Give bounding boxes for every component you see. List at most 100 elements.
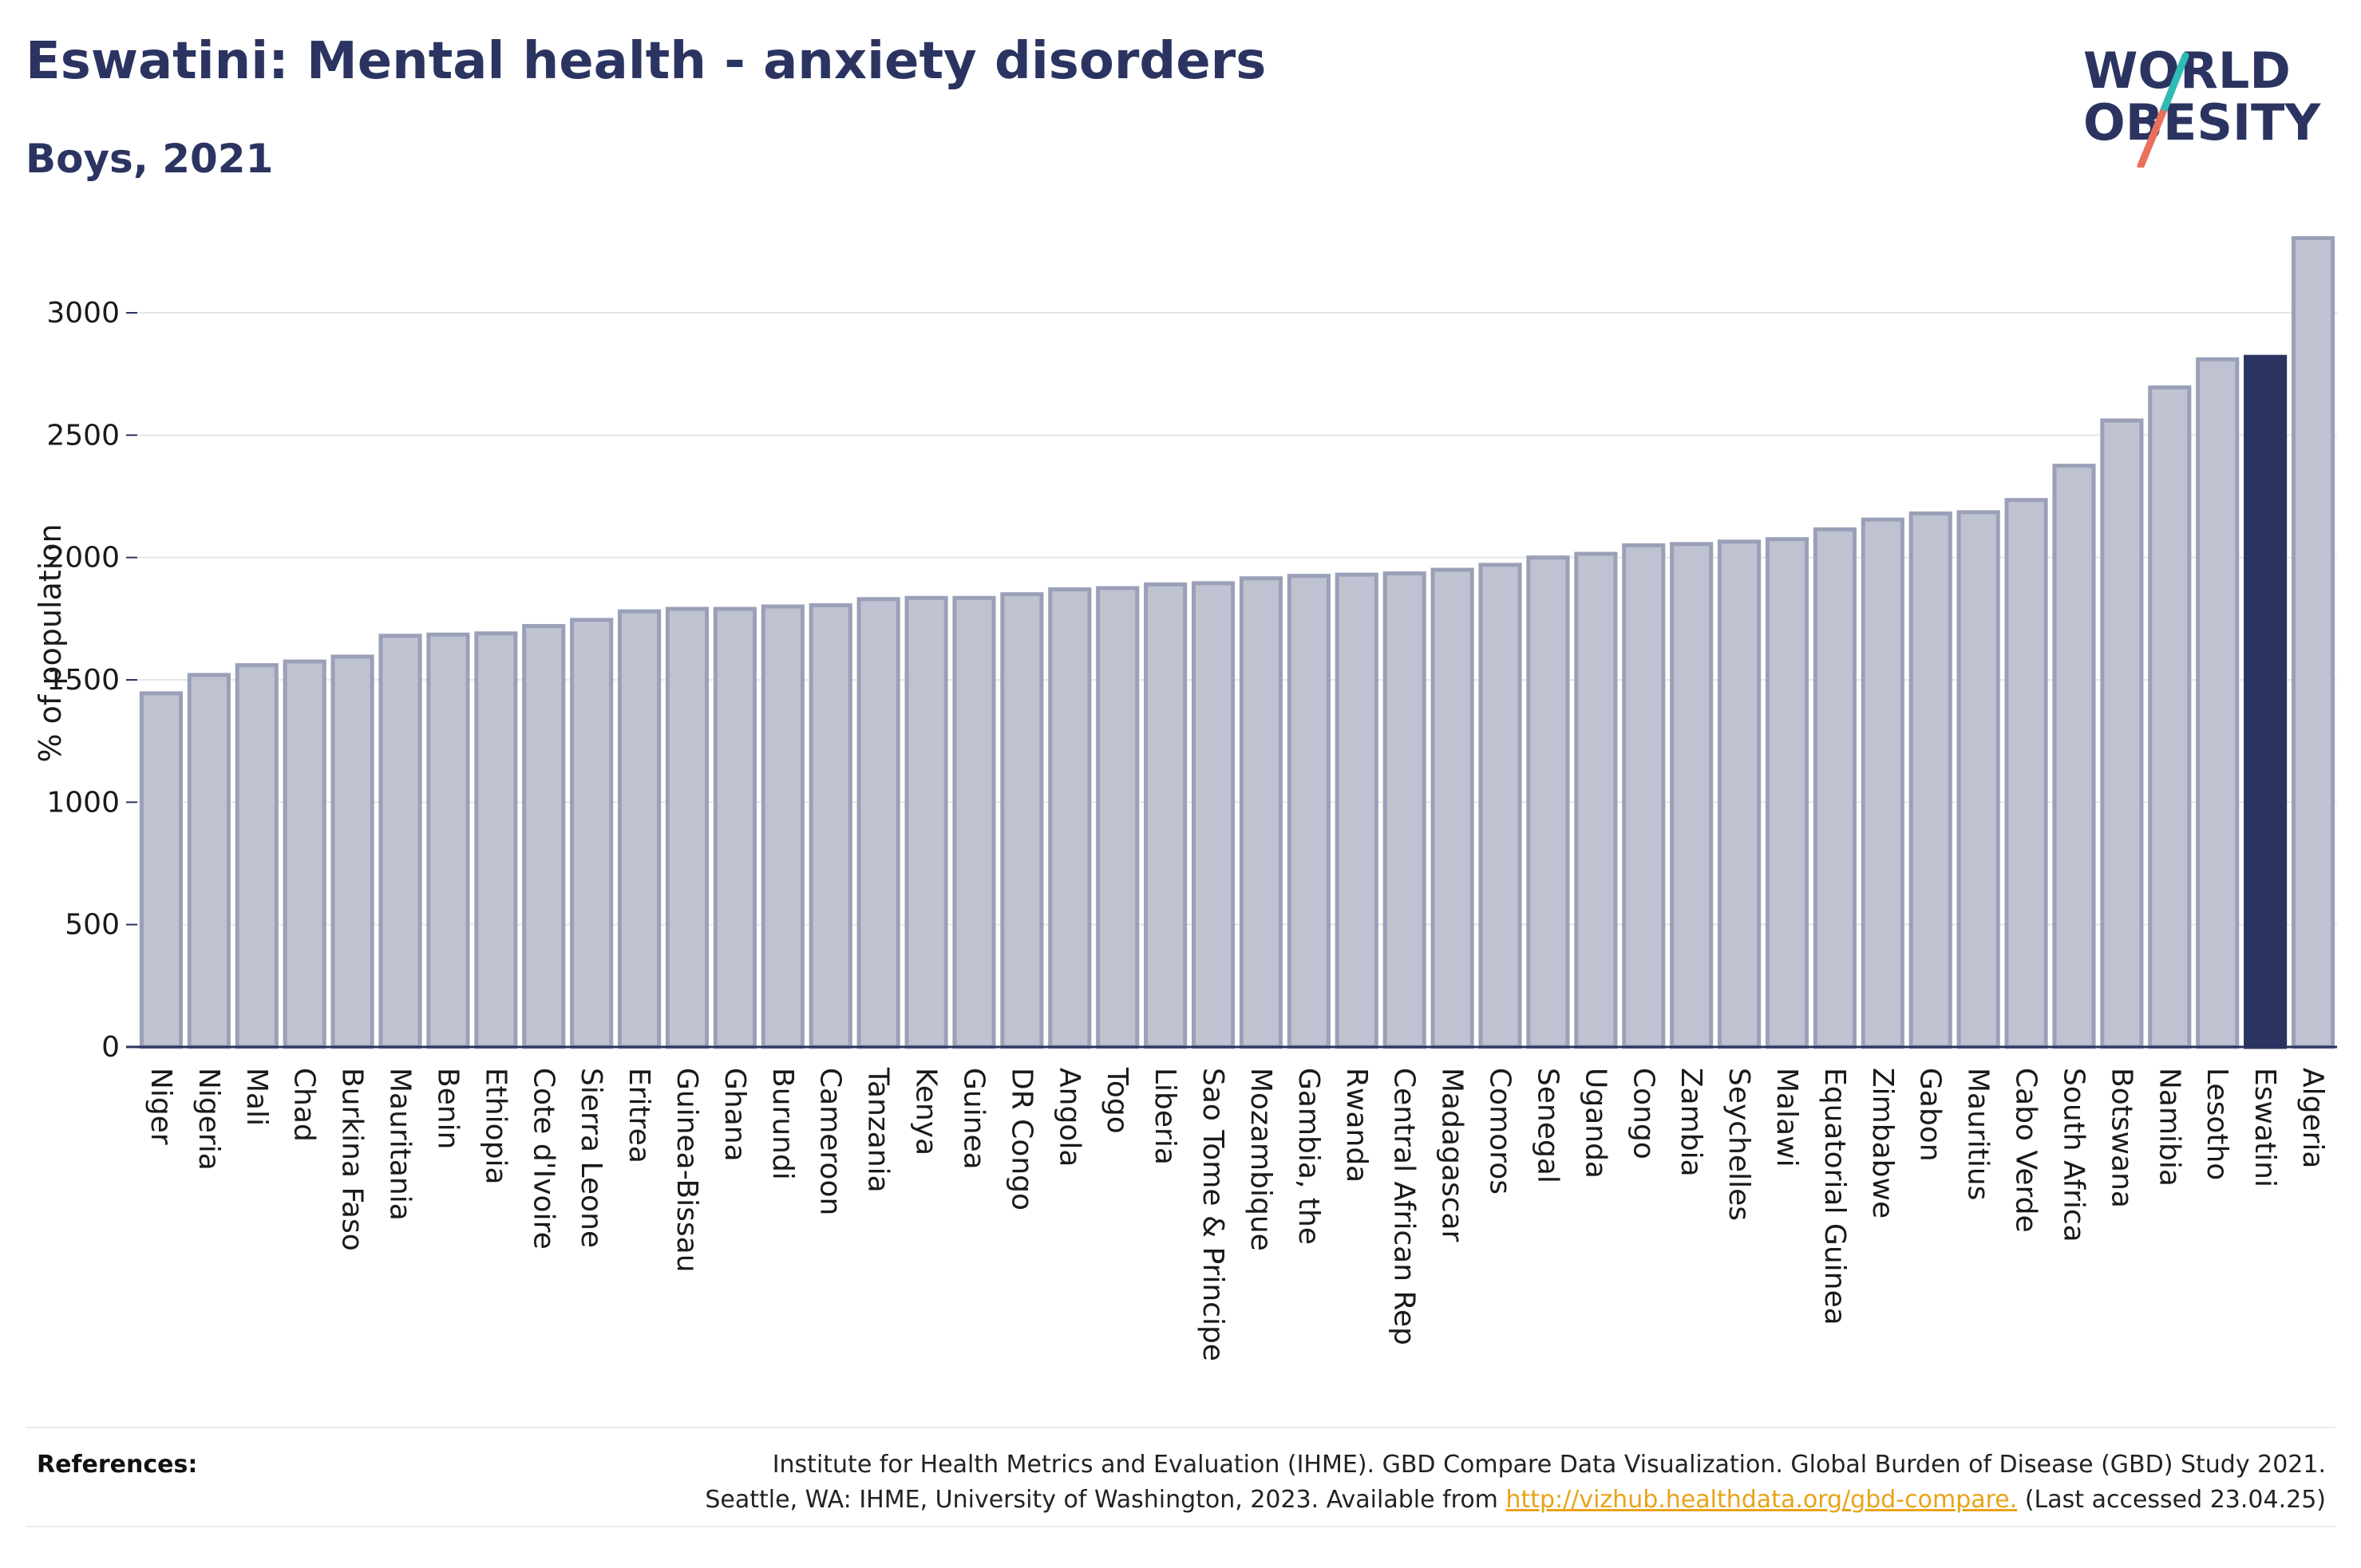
bar xyxy=(1718,539,1762,1049)
x-tick-label: Central African Rep xyxy=(1388,1068,1421,1345)
bar xyxy=(378,634,422,1049)
y-tick-label: 1500 xyxy=(46,664,120,697)
bar xyxy=(2100,418,2144,1049)
x-tick-label: Comoros xyxy=(1484,1068,1517,1195)
x-tick-label: Benin xyxy=(431,1068,464,1149)
bar xyxy=(1765,537,1809,1049)
x-tick-label: Cote d'Ivoire xyxy=(527,1068,560,1250)
bar xyxy=(522,624,566,1049)
references-text: Institute for Health Metrics and Evaluat… xyxy=(490,1448,2326,1518)
bar xyxy=(1622,543,1666,1049)
logo-slash-upper xyxy=(2161,52,2189,112)
x-tick-label: Ethiopia xyxy=(479,1068,512,1185)
bar xyxy=(1239,576,1283,1049)
bar xyxy=(2052,464,2096,1049)
references-line2: Seattle, WA: IHME, University of Washing… xyxy=(490,1483,2326,1518)
bar xyxy=(2004,498,2048,1049)
x-tick-label: Botswana xyxy=(2105,1068,2138,1208)
y-tick-label: 0 xyxy=(101,1031,120,1064)
x-tick-label: Eritrea xyxy=(623,1068,655,1163)
bar xyxy=(1382,571,1426,1049)
x-tick-label: Sierra Leone xyxy=(575,1068,607,1248)
x-tick-label: Mali xyxy=(240,1068,273,1126)
bar xyxy=(904,595,948,1049)
x-tick-label: Sao Tome & Principe xyxy=(1196,1068,1229,1361)
bar xyxy=(1000,592,1044,1049)
bar xyxy=(761,604,805,1049)
y-tick-label: 2500 xyxy=(46,419,120,452)
bar xyxy=(2196,357,2240,1049)
logo-line2: OBESITY xyxy=(2083,93,2321,152)
chart-title: Eswatini: Mental health - anxiety disord… xyxy=(26,32,1267,91)
x-tick-label: Guinea-Bissau xyxy=(670,1068,703,1273)
bar xyxy=(856,597,900,1049)
x-tick-label: Guinea xyxy=(957,1068,990,1170)
x-tick-label: Congo xyxy=(1627,1068,1659,1159)
bar xyxy=(1908,511,1952,1049)
x-tick-label: Rwanda xyxy=(1340,1068,1373,1183)
references-bottom-divider xyxy=(26,1526,2335,1527)
x-tick-label: Cameroon xyxy=(814,1068,847,1215)
references-top-divider xyxy=(26,1427,2335,1428)
bar xyxy=(1670,542,1714,1049)
logo-slash-lower xyxy=(2137,104,2169,168)
world-obesity-logo: WORLD OBESITY xyxy=(2083,41,2321,168)
x-tick-label: Togo xyxy=(1101,1067,1133,1134)
x-tick-label: Niger xyxy=(144,1068,177,1145)
x-tick-label: Ghana xyxy=(718,1068,751,1162)
references-line2-prefix: Seattle, WA: IHME, University of Washing… xyxy=(705,1486,1506,1514)
references-line1: Institute for Health Metrics and Evaluat… xyxy=(772,1451,2326,1479)
references-line2-suffix: (Last accessed 23.04.25) xyxy=(2017,1486,2326,1514)
bar xyxy=(1287,574,1331,1049)
bar xyxy=(2148,385,2192,1049)
bar xyxy=(474,631,518,1049)
bar xyxy=(1191,581,1236,1049)
x-tick-label: Burundi xyxy=(766,1068,799,1180)
bar xyxy=(1956,510,2000,1049)
bar xyxy=(809,602,852,1049)
x-tick-label: Zimbabwe xyxy=(1866,1068,1899,1218)
bar xyxy=(1144,582,1188,1049)
x-tick-label: DR Congo xyxy=(1005,1068,1038,1211)
bar xyxy=(570,618,614,1049)
bar xyxy=(235,663,279,1049)
bar xyxy=(665,606,710,1049)
bar xyxy=(1574,551,1618,1049)
bar xyxy=(1861,517,1904,1049)
x-tick-label: Nigeria xyxy=(192,1068,225,1171)
bar xyxy=(1335,572,1378,1049)
x-tick-label: Zambia xyxy=(1675,1068,1707,1177)
x-tick-label: Kenya xyxy=(910,1068,943,1155)
x-tick-label: Mauritius xyxy=(1962,1068,1995,1200)
bar xyxy=(713,606,757,1049)
chart-subtitle: Boys, 2021 xyxy=(26,136,274,182)
x-tick-label: Liberia xyxy=(1149,1068,1181,1165)
x-tick-label: Tanzania xyxy=(862,1067,895,1193)
x-tick-label: South Africa xyxy=(2057,1068,2090,1242)
x-tick-label: Eswatini xyxy=(2248,1068,2281,1187)
x-tick-label: Chad xyxy=(288,1068,321,1142)
references-label: References: xyxy=(37,1451,198,1479)
y-tick-label: 2000 xyxy=(46,542,120,575)
y-axis-label: % of population xyxy=(33,523,68,762)
x-tick-label: Burkina Faso xyxy=(336,1068,369,1251)
bar xyxy=(139,691,184,1049)
x-tick-label: Namibia xyxy=(2153,1068,2185,1187)
x-tick-label: Madagascar xyxy=(1436,1068,1469,1242)
x-tick-label: Uganda xyxy=(1579,1068,1612,1179)
bar xyxy=(1430,567,1474,1049)
x-tick-label: Seychelles xyxy=(1722,1068,1755,1221)
references-link[interactable]: http://vizhub.healthdata.org/gbd-compare… xyxy=(1505,1486,2018,1514)
bar xyxy=(2291,235,2335,1049)
x-tick-label: Lesotho xyxy=(2201,1068,2233,1180)
bar xyxy=(952,595,996,1049)
logo-line1: WORLD xyxy=(2083,41,2291,100)
x-tick-label: Mozambique xyxy=(1244,1068,1277,1251)
bar xyxy=(283,659,326,1049)
x-tick-label: Algeria xyxy=(2296,1068,2329,1169)
x-tick-label: Cabo Verde xyxy=(2010,1068,2043,1233)
y-tick-label: 3000 xyxy=(46,297,120,330)
x-tick-label: Senegal xyxy=(1531,1068,1564,1183)
x-tick-label: Gabon xyxy=(1914,1068,1947,1162)
y-tick-label: 500 xyxy=(65,909,120,942)
